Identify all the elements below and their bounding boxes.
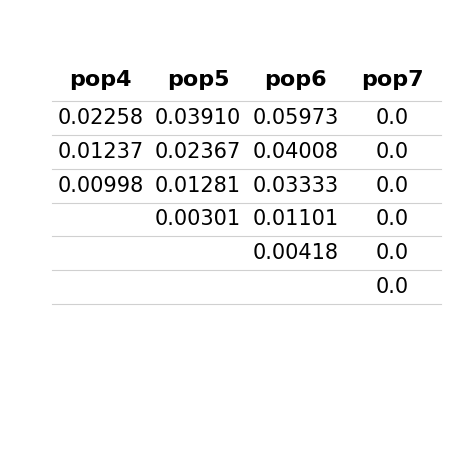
Text: 0.04008: 0.04008 — [252, 142, 338, 162]
Text: 0.03910: 0.03910 — [155, 108, 241, 128]
Text: 0.00998: 0.00998 — [57, 175, 144, 196]
Text: pop6: pop6 — [264, 70, 327, 90]
Text: 0.0: 0.0 — [376, 175, 409, 196]
Text: 0.05973: 0.05973 — [252, 108, 338, 128]
Text: pop4: pop4 — [69, 70, 132, 90]
Text: 0.01101: 0.01101 — [252, 210, 338, 229]
Text: 0.0: 0.0 — [376, 210, 409, 229]
Text: 0.01281: 0.01281 — [155, 175, 241, 196]
Text: 0.01237: 0.01237 — [57, 142, 144, 162]
Text: 0.0: 0.0 — [376, 142, 409, 162]
Text: 0.00301: 0.00301 — [155, 210, 241, 229]
Text: 0.0: 0.0 — [376, 108, 409, 128]
Text: 0.02258: 0.02258 — [57, 108, 144, 128]
Text: pop5: pop5 — [167, 70, 229, 90]
Text: 0.02367: 0.02367 — [155, 142, 241, 162]
Text: 0.0: 0.0 — [376, 277, 409, 297]
Text: 0.03333: 0.03333 — [252, 175, 338, 196]
Text: pop7: pop7 — [361, 70, 424, 90]
Text: 0.00418: 0.00418 — [252, 244, 338, 264]
Text: 0.0: 0.0 — [376, 244, 409, 264]
